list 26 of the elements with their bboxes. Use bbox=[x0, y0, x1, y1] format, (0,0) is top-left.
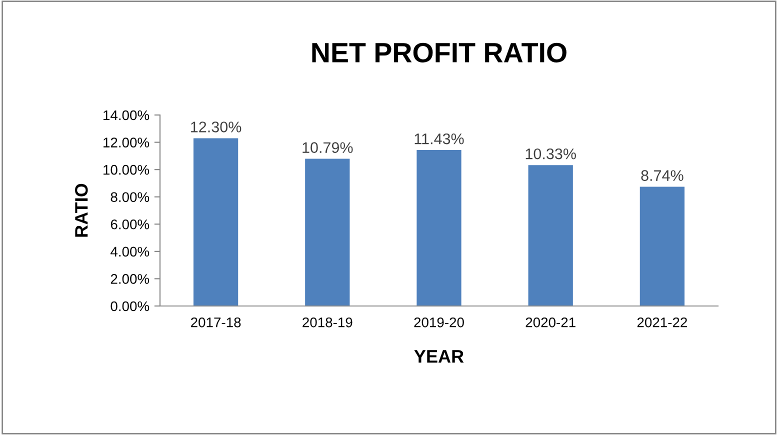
bar bbox=[193, 138, 238, 306]
bar bbox=[528, 165, 573, 306]
y-tick-label: 12.00% bbox=[104, 138, 150, 148]
y-tick-label: 6.00% bbox=[110, 219, 150, 230]
bar bbox=[305, 158, 350, 306]
bar bbox=[416, 150, 462, 306]
chart-title: NET PROFIT RATIO bbox=[312, 42, 566, 62]
data-label: 11.43% bbox=[414, 133, 464, 144]
y-tick-label: 10.00% bbox=[104, 164, 150, 175]
data-label: 10.33% bbox=[526, 148, 576, 160]
data-label: 12.30% bbox=[191, 122, 242, 132]
x-axis-title: YEAR bbox=[414, 350, 464, 363]
y-tick-label: 14.00% bbox=[104, 110, 150, 120]
data-label: 10.79% bbox=[302, 142, 353, 153]
data-label: 8.74% bbox=[641, 170, 684, 181]
bar bbox=[640, 186, 685, 306]
x-tick-label: 2018-19 bbox=[302, 317, 352, 328]
x-tick-label: 2020-21 bbox=[526, 317, 576, 328]
x-tick-label: 2021-22 bbox=[637, 317, 687, 328]
y-tick-label: 8.00% bbox=[110, 192, 150, 202]
x-tick-label: 2017-18 bbox=[191, 317, 241, 328]
y-tick-label: 4.00% bbox=[110, 246, 150, 257]
x-tick-label: 2019-20 bbox=[414, 317, 464, 328]
y-axis-title: RATIO bbox=[75, 184, 88, 237]
y-tick-label: 0.00% bbox=[110, 301, 150, 312]
y-tick-label: 2.00% bbox=[110, 274, 150, 284]
